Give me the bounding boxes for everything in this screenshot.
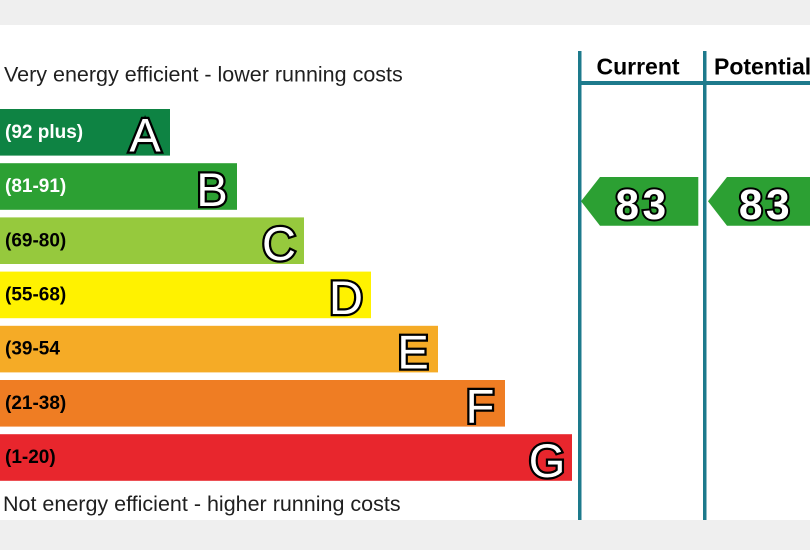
- svg-text:C: C: [262, 217, 296, 270]
- svg-text:B: B: [196, 163, 227, 216]
- svg-text:(21-38): (21-38): [5, 393, 66, 414]
- svg-text:(39-54: (39-54: [5, 339, 60, 360]
- svg-text:(69-80): (69-80): [5, 230, 66, 251]
- svg-text:A: A: [129, 109, 161, 162]
- svg-text:G: G: [529, 434, 566, 487]
- svg-text:Not energy efficient - higher: Not energy efficient - higher running co…: [3, 492, 401, 516]
- svg-text:(55-68): (55-68): [5, 285, 66, 306]
- svg-text:(1-20): (1-20): [5, 447, 56, 468]
- svg-text:(81-91): (81-91): [5, 176, 66, 197]
- svg-text:F: F: [466, 380, 495, 433]
- svg-text:83: 83: [615, 182, 669, 229]
- svg-text:Potential: Potential: [714, 54, 810, 80]
- svg-text:Very energy efficient - lower: Very energy efficient - lower running co…: [4, 63, 403, 87]
- svg-text:(92 plus): (92 plus): [5, 122, 83, 143]
- svg-text:83: 83: [739, 182, 793, 229]
- svg-text:E: E: [397, 325, 428, 378]
- svg-text:Current: Current: [596, 54, 679, 80]
- svg-text:D: D: [329, 271, 363, 324]
